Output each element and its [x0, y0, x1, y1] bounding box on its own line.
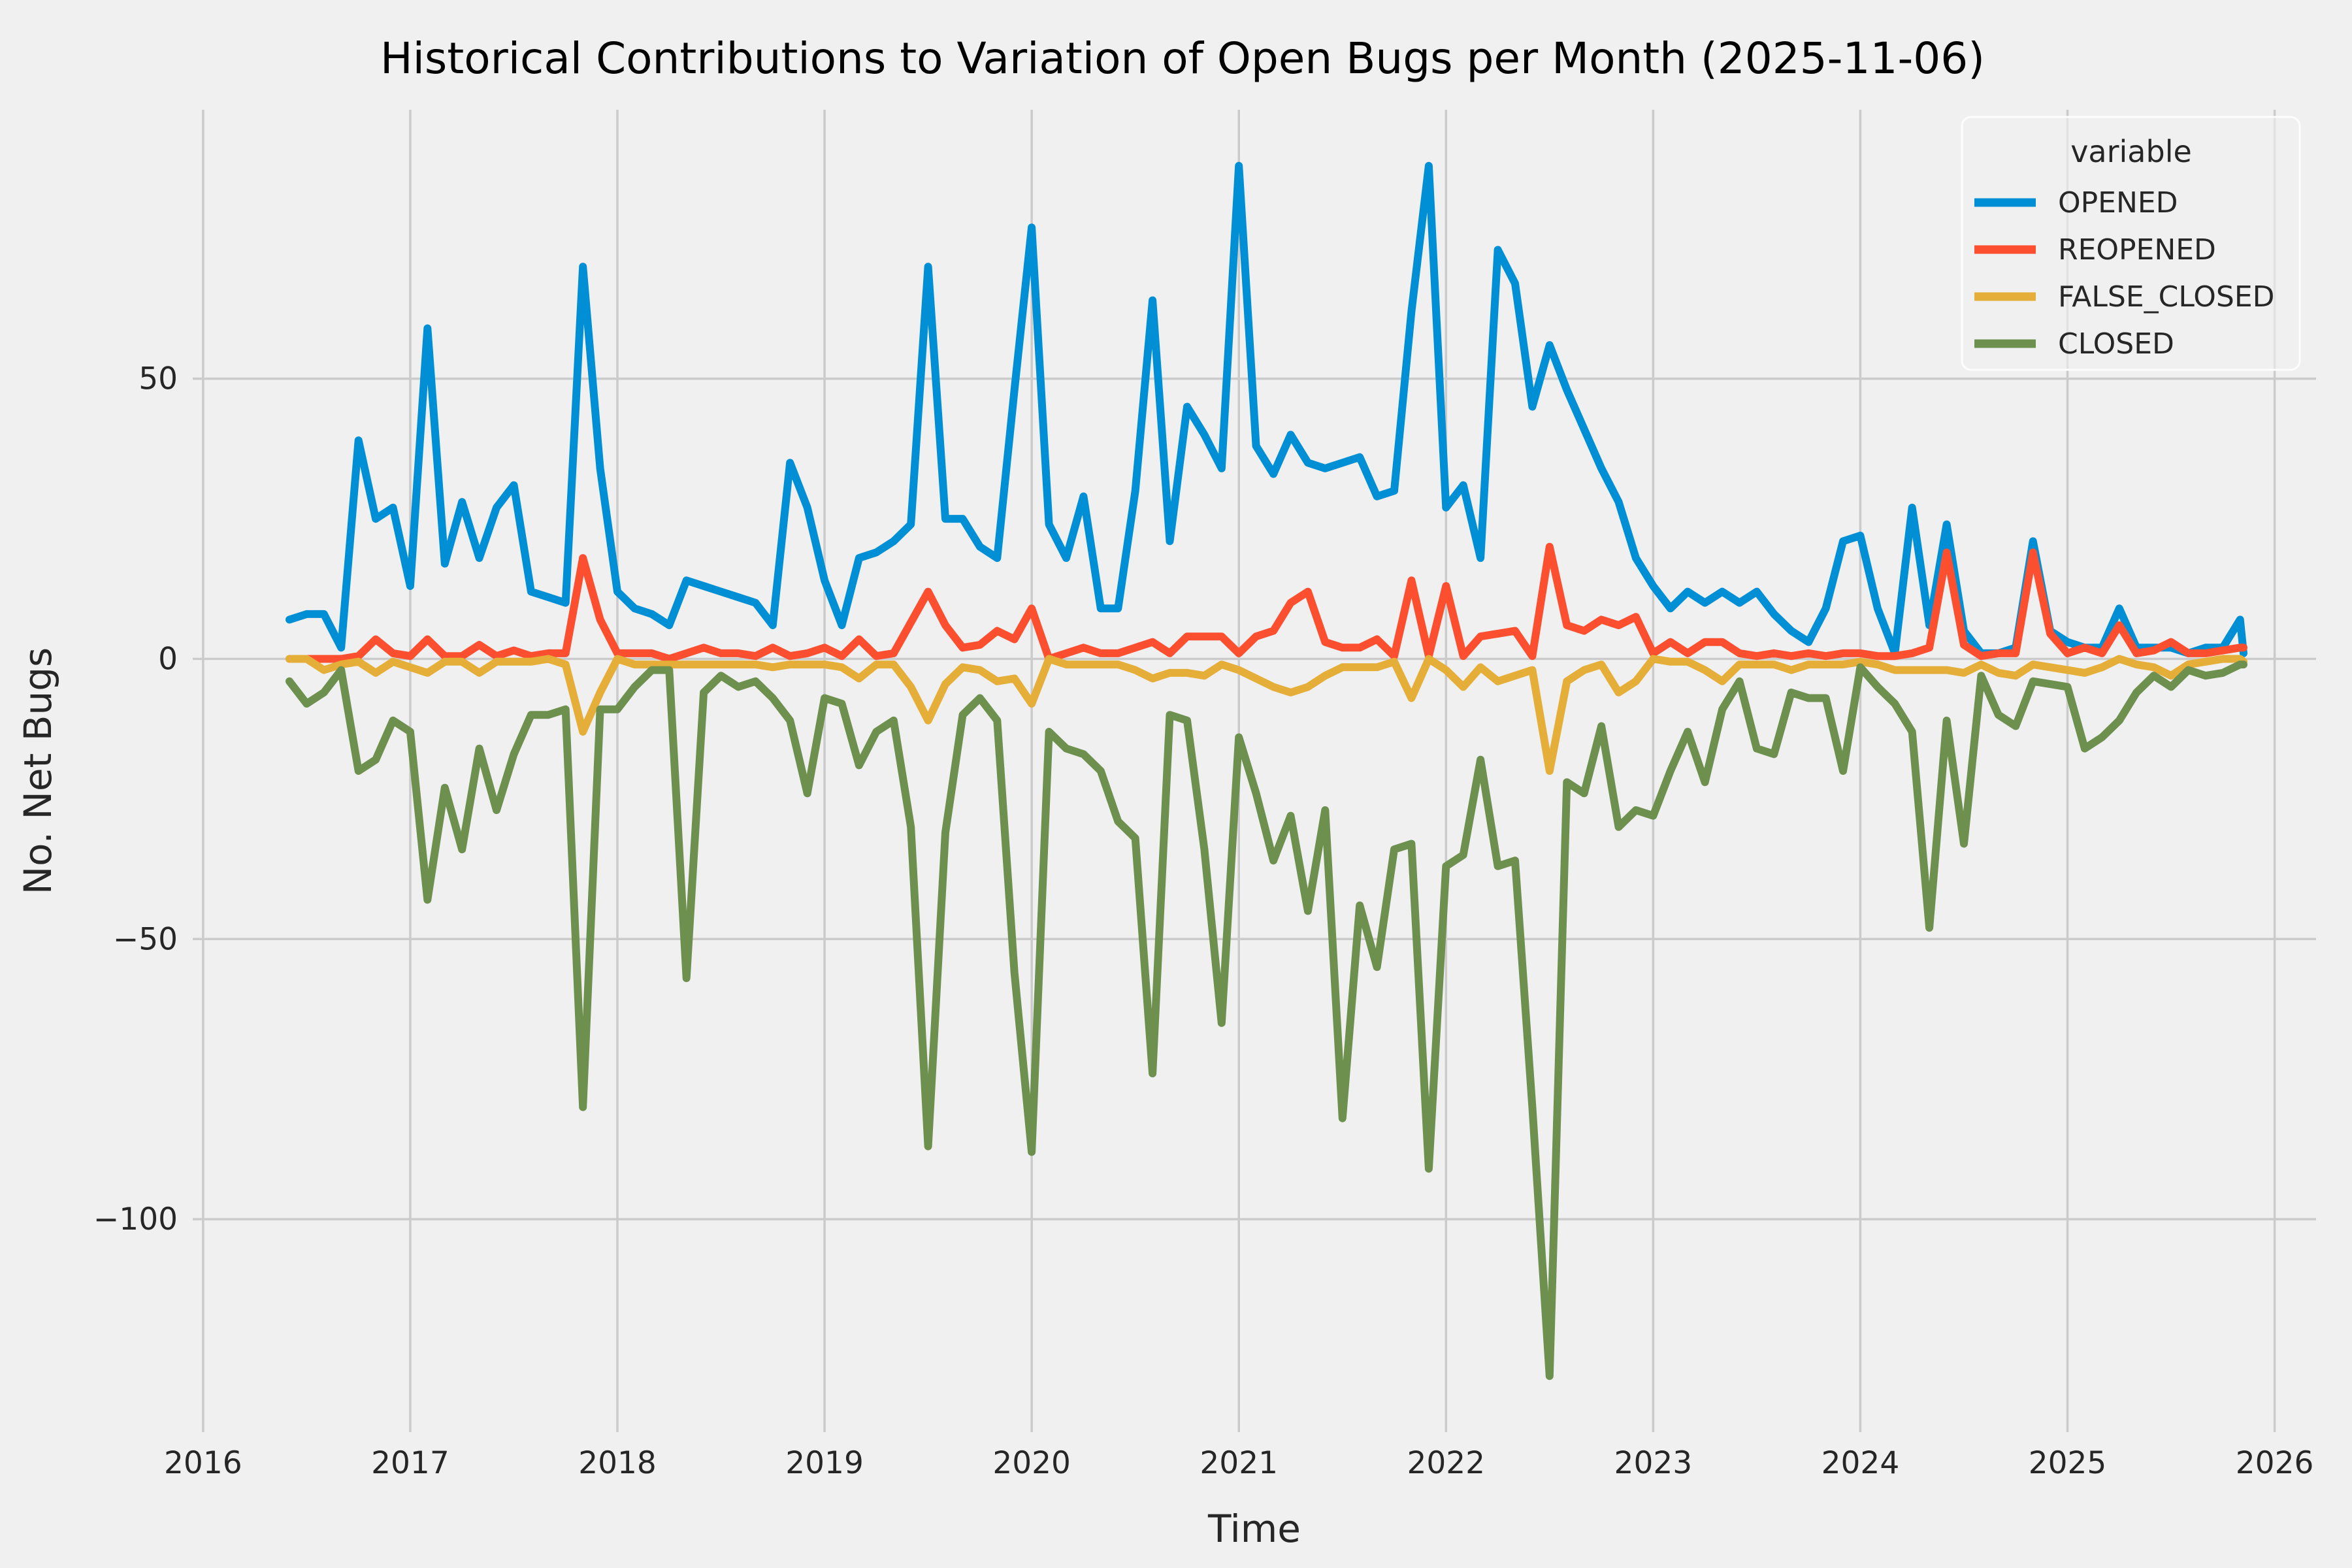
x-tick-2022: 2022: [1407, 1445, 1485, 1481]
x-tick-2018: 2018: [578, 1445, 657, 1481]
plot-gridlines: [193, 110, 2316, 1432]
chart-title: Historical Contributions to Variation of…: [380, 33, 1985, 84]
legend: variable OPENED REOPENED FALSE_CLOSED CLOSE…: [1961, 116, 2301, 371]
x-tick-2017: 2017: [371, 1445, 449, 1481]
legend-items: OPENED REOPENED FALSE_CLOSED CLOSED: [1974, 186, 2275, 361]
legend-label-closed: CLOSED: [2058, 327, 2174, 361]
y-tick--100: −100: [93, 1201, 178, 1237]
x-tick-2025: 2025: [2029, 1445, 2107, 1481]
y-tick-0: 0: [158, 641, 178, 677]
y-axis-ticks: 50 0 −50 −100: [93, 361, 178, 1237]
x-axis-ticks: 2016 2017 2018 2019 2020 2021 2022 2023 2024 2025…: [164, 1445, 2313, 1481]
x-tick-2023: 2023: [1614, 1445, 1693, 1481]
x-tick-2016: 2016: [164, 1445, 242, 1481]
legend-frame: [1961, 116, 2301, 371]
y-tick--50: −50: [113, 921, 178, 957]
y-tick-50: 50: [139, 361, 178, 397]
legend-label-reopened: REOPENED: [2058, 233, 2216, 267]
legend-label-opened: OPENED: [2058, 186, 2178, 220]
x-tick-2020: 2020: [992, 1445, 1071, 1481]
x-tick-2019: 2019: [785, 1445, 864, 1481]
series-false-closed-line: [286, 655, 2247, 775]
legend-label-false-closed: FALSE_CLOSED: [2058, 280, 2275, 314]
series-reopened-line: [286, 542, 2247, 663]
x-tick-2026: 2026: [2236, 1445, 2314, 1481]
series-opened-line: [286, 161, 2247, 657]
series-lines: [286, 161, 2247, 1380]
series-closed-line: [286, 661, 2247, 1380]
x-tick-2021: 2021: [1200, 1445, 1278, 1481]
x-axis-label: Time: [1207, 1507, 1301, 1551]
y-axis-label: No. Net Bugs: [16, 647, 60, 895]
legend-title: variable: [2070, 134, 2192, 169]
x-tick-2024: 2024: [1821, 1445, 1900, 1481]
